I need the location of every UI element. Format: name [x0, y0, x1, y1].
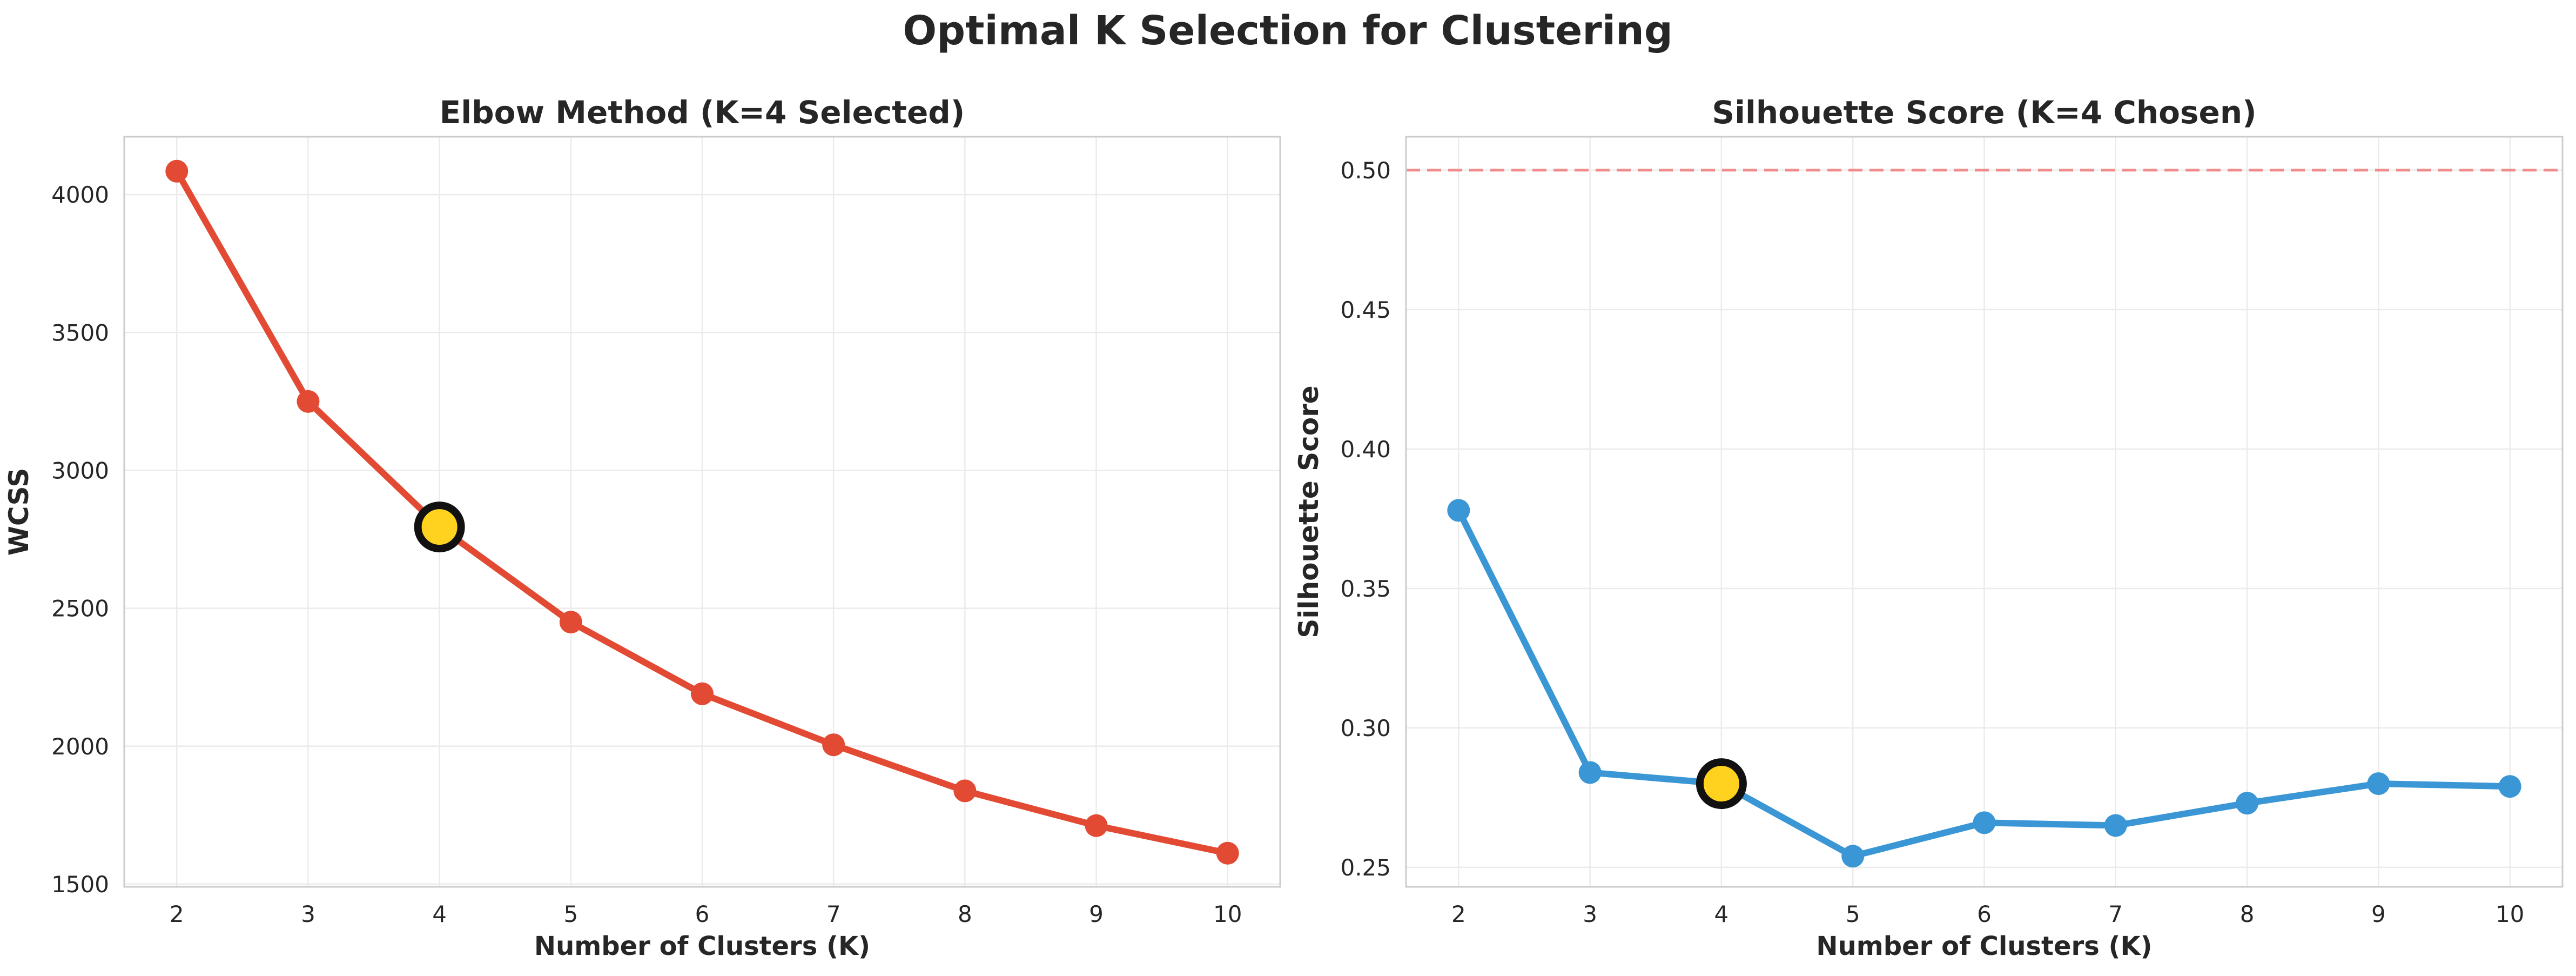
silhouette-xtick-label: 8 — [2240, 901, 2255, 927]
elbow-data-point — [1216, 841, 1239, 865]
elbow-xtick-label: 6 — [695, 901, 710, 927]
figure-title: Optimal K Selection for Clustering — [903, 8, 1673, 54]
silhouette-xtick-label: 4 — [1714, 901, 1729, 927]
silhouette-xtick-label: 6 — [1977, 901, 1992, 927]
silhouette-axes-frame — [1405, 136, 2564, 888]
silhouette-data-point — [2367, 772, 2390, 795]
silhouette-chart: 2 3 4 5 6 7 8 9 10 0.25 0.30 0.35 0.40 0.45 0.50 Silhou… — [1293, 94, 2564, 961]
silhouette-selected-k-marker — [1696, 758, 1747, 810]
elbow-chart: 2 3 4 5 6 7 8 9 10 1500 2000 2500 3000 3500 4000 Elbow … — [3, 94, 1281, 961]
elbow-ytick-label: 2500 — [51, 596, 109, 622]
elbow-selected-k-marker — [414, 502, 465, 553]
elbow-xtick-label: 8 — [958, 901, 972, 927]
silhouette-data-point — [1578, 761, 1602, 784]
silhouette-ytick-label: 0.35 — [1340, 576, 1391, 602]
silhouette-xtick-label: 7 — [2108, 901, 2123, 927]
elbow-ytick-label: 2000 — [51, 733, 109, 760]
silhouette-xtick-label: 9 — [2371, 901, 2386, 927]
elbow-ytick-label: 4000 — [51, 182, 109, 208]
elbow-xtick-label: 4 — [432, 901, 447, 927]
elbow-xtick-label: 3 — [301, 901, 315, 927]
elbow-ytick-label: 3500 — [51, 319, 109, 346]
silhouette-x-axis-label: Number of Clusters (K) — [1816, 931, 2152, 961]
silhouette-data-point — [2498, 775, 2521, 798]
elbow-xtick-label: 2 — [170, 901, 184, 927]
elbow-axes-frame — [123, 136, 1281, 888]
silhouette-ytick-label: 0.25 — [1340, 854, 1391, 881]
silhouette-ytick-label: 0.40 — [1340, 436, 1391, 463]
silhouette-y-axis-label: Silhouette Score — [1293, 385, 1324, 638]
silhouette-xtick-label: 5 — [1846, 901, 1860, 927]
elbow-data-point — [822, 733, 845, 757]
silhouette-xtick-label: 10 — [2496, 901, 2524, 927]
elbow-ytick-label: 3000 — [51, 457, 109, 484]
elbow-data-point — [297, 390, 320, 413]
silhouette-data-point — [2104, 814, 2127, 837]
silhouette-data-point — [1841, 845, 1865, 868]
elbow-chart-title: Elbow Method (K=4 Selected) — [440, 94, 965, 131]
elbow-data-point — [691, 682, 714, 705]
elbow-data-point — [953, 779, 977, 803]
silhouette-xtick-label: 3 — [1583, 901, 1597, 927]
silhouette-chart-title: Silhouette Score (K=4 Chosen) — [1712, 94, 2256, 131]
silhouette-data-point — [1973, 811, 1996, 834]
elbow-xtick-label: 9 — [1089, 901, 1104, 927]
elbow-data-point — [559, 611, 582, 634]
elbow-data-point — [1085, 814, 1108, 837]
silhouette-ytick-label: 0.50 — [1340, 157, 1391, 184]
elbow-y-axis-label: WCSS — [3, 468, 35, 556]
silhouette-data-point — [1447, 499, 1470, 522]
elbow-xtick-label: 10 — [1213, 901, 1242, 927]
elbow-x-axis-label: Number of Clusters (K) — [534, 931, 870, 961]
silhouette-ytick-label: 0.45 — [1340, 297, 1391, 323]
elbow-data-point — [165, 159, 189, 183]
elbow-xtick-label: 7 — [826, 901, 841, 927]
silhouette-ytick-label: 0.30 — [1340, 715, 1391, 741]
silhouette-data-point — [2236, 792, 2259, 815]
elbow-ytick-label: 1500 — [51, 871, 109, 898]
silhouette-xtick-label: 2 — [1451, 901, 1466, 927]
elbow-xtick-label: 5 — [563, 901, 578, 927]
